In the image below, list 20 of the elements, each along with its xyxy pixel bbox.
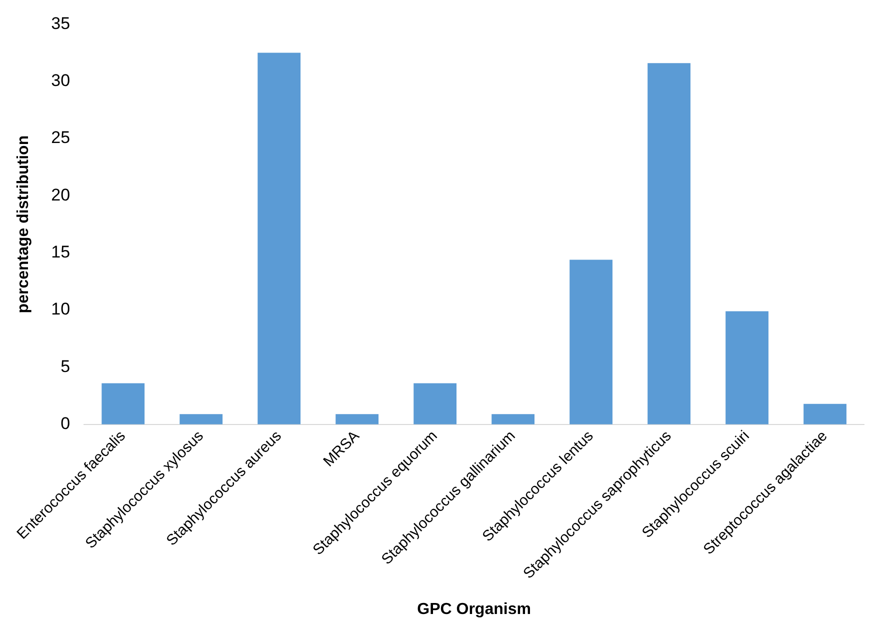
y-tick-label: 20	[51, 185, 70, 204]
bar	[492, 414, 534, 424]
y-tick-label: 0	[60, 414, 70, 434]
bar	[336, 414, 379, 424]
y-tick-label: 35	[51, 14, 70, 33]
bar	[180, 414, 223, 424]
y-tick-label: 5	[60, 356, 70, 376]
x-axis-title: GPC Organism	[417, 600, 531, 618]
bar	[648, 63, 690, 424]
bar	[258, 52, 301, 424]
y-axis-title: percentage distribution	[15, 135, 32, 314]
bar	[414, 383, 457, 424]
y-tick-label: 15	[51, 242, 70, 262]
y-tick-label: 10	[51, 300, 70, 319]
bar	[570, 260, 612, 424]
bar	[726, 311, 768, 424]
y-tick-label: 30	[51, 71, 70, 90]
y-tick-label: 25	[51, 128, 70, 148]
bar	[804, 404, 846, 424]
bar	[102, 383, 145, 424]
